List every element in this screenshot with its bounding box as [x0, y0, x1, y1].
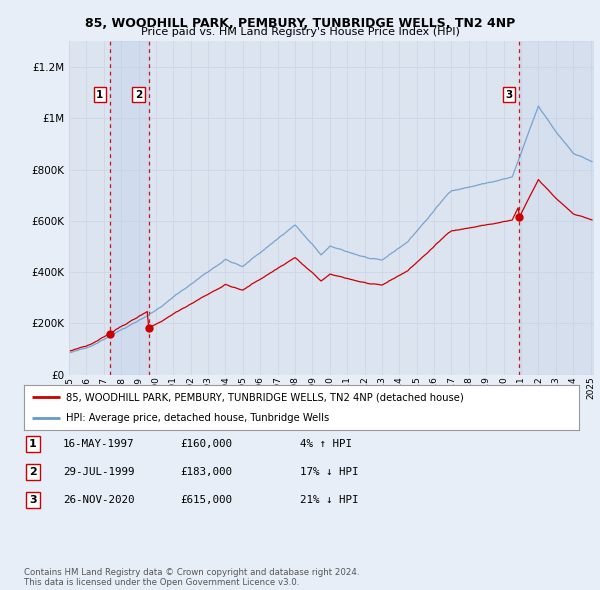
Text: 1: 1 [96, 90, 104, 100]
Bar [149, 41, 519, 375]
Text: 2: 2 [135, 90, 142, 100]
Text: Contains HM Land Registry data © Crown copyright and database right 2024.
This d: Contains HM Land Registry data © Crown c… [24, 568, 359, 587]
Text: 4% ↑ HPI: 4% ↑ HPI [300, 439, 352, 448]
Text: 3: 3 [29, 496, 37, 505]
Text: 85, WOODHILL PARK, PEMBURY, TUNBRIDGE WELLS, TN2 4NP (detached house): 85, WOODHILL PARK, PEMBURY, TUNBRIDGE WE… [65, 392, 463, 402]
Text: 29-JUL-1999: 29-JUL-1999 [63, 467, 134, 477]
Text: 17% ↓ HPI: 17% ↓ HPI [300, 467, 359, 477]
Text: 16-MAY-1997: 16-MAY-1997 [63, 439, 134, 448]
Text: 1: 1 [29, 439, 37, 448]
Text: 26-NOV-2020: 26-NOV-2020 [63, 496, 134, 505]
Text: 3: 3 [505, 90, 512, 100]
Text: 2: 2 [29, 467, 37, 477]
Text: 21% ↓ HPI: 21% ↓ HPI [300, 496, 359, 505]
Text: HPI: Average price, detached house, Tunbridge Wells: HPI: Average price, detached house, Tunb… [65, 412, 329, 422]
Text: 85, WOODHILL PARK, PEMBURY, TUNBRIDGE WELLS, TN2 4NP: 85, WOODHILL PARK, PEMBURY, TUNBRIDGE WE… [85, 17, 515, 30]
Bar [519, 41, 594, 375]
Text: £160,000: £160,000 [180, 439, 232, 448]
Text: £183,000: £183,000 [180, 467, 232, 477]
Text: Price paid vs. HM Land Registry's House Price Index (HPI): Price paid vs. HM Land Registry's House … [140, 27, 460, 37]
Text: £615,000: £615,000 [180, 496, 232, 505]
Bar [110, 41, 149, 375]
